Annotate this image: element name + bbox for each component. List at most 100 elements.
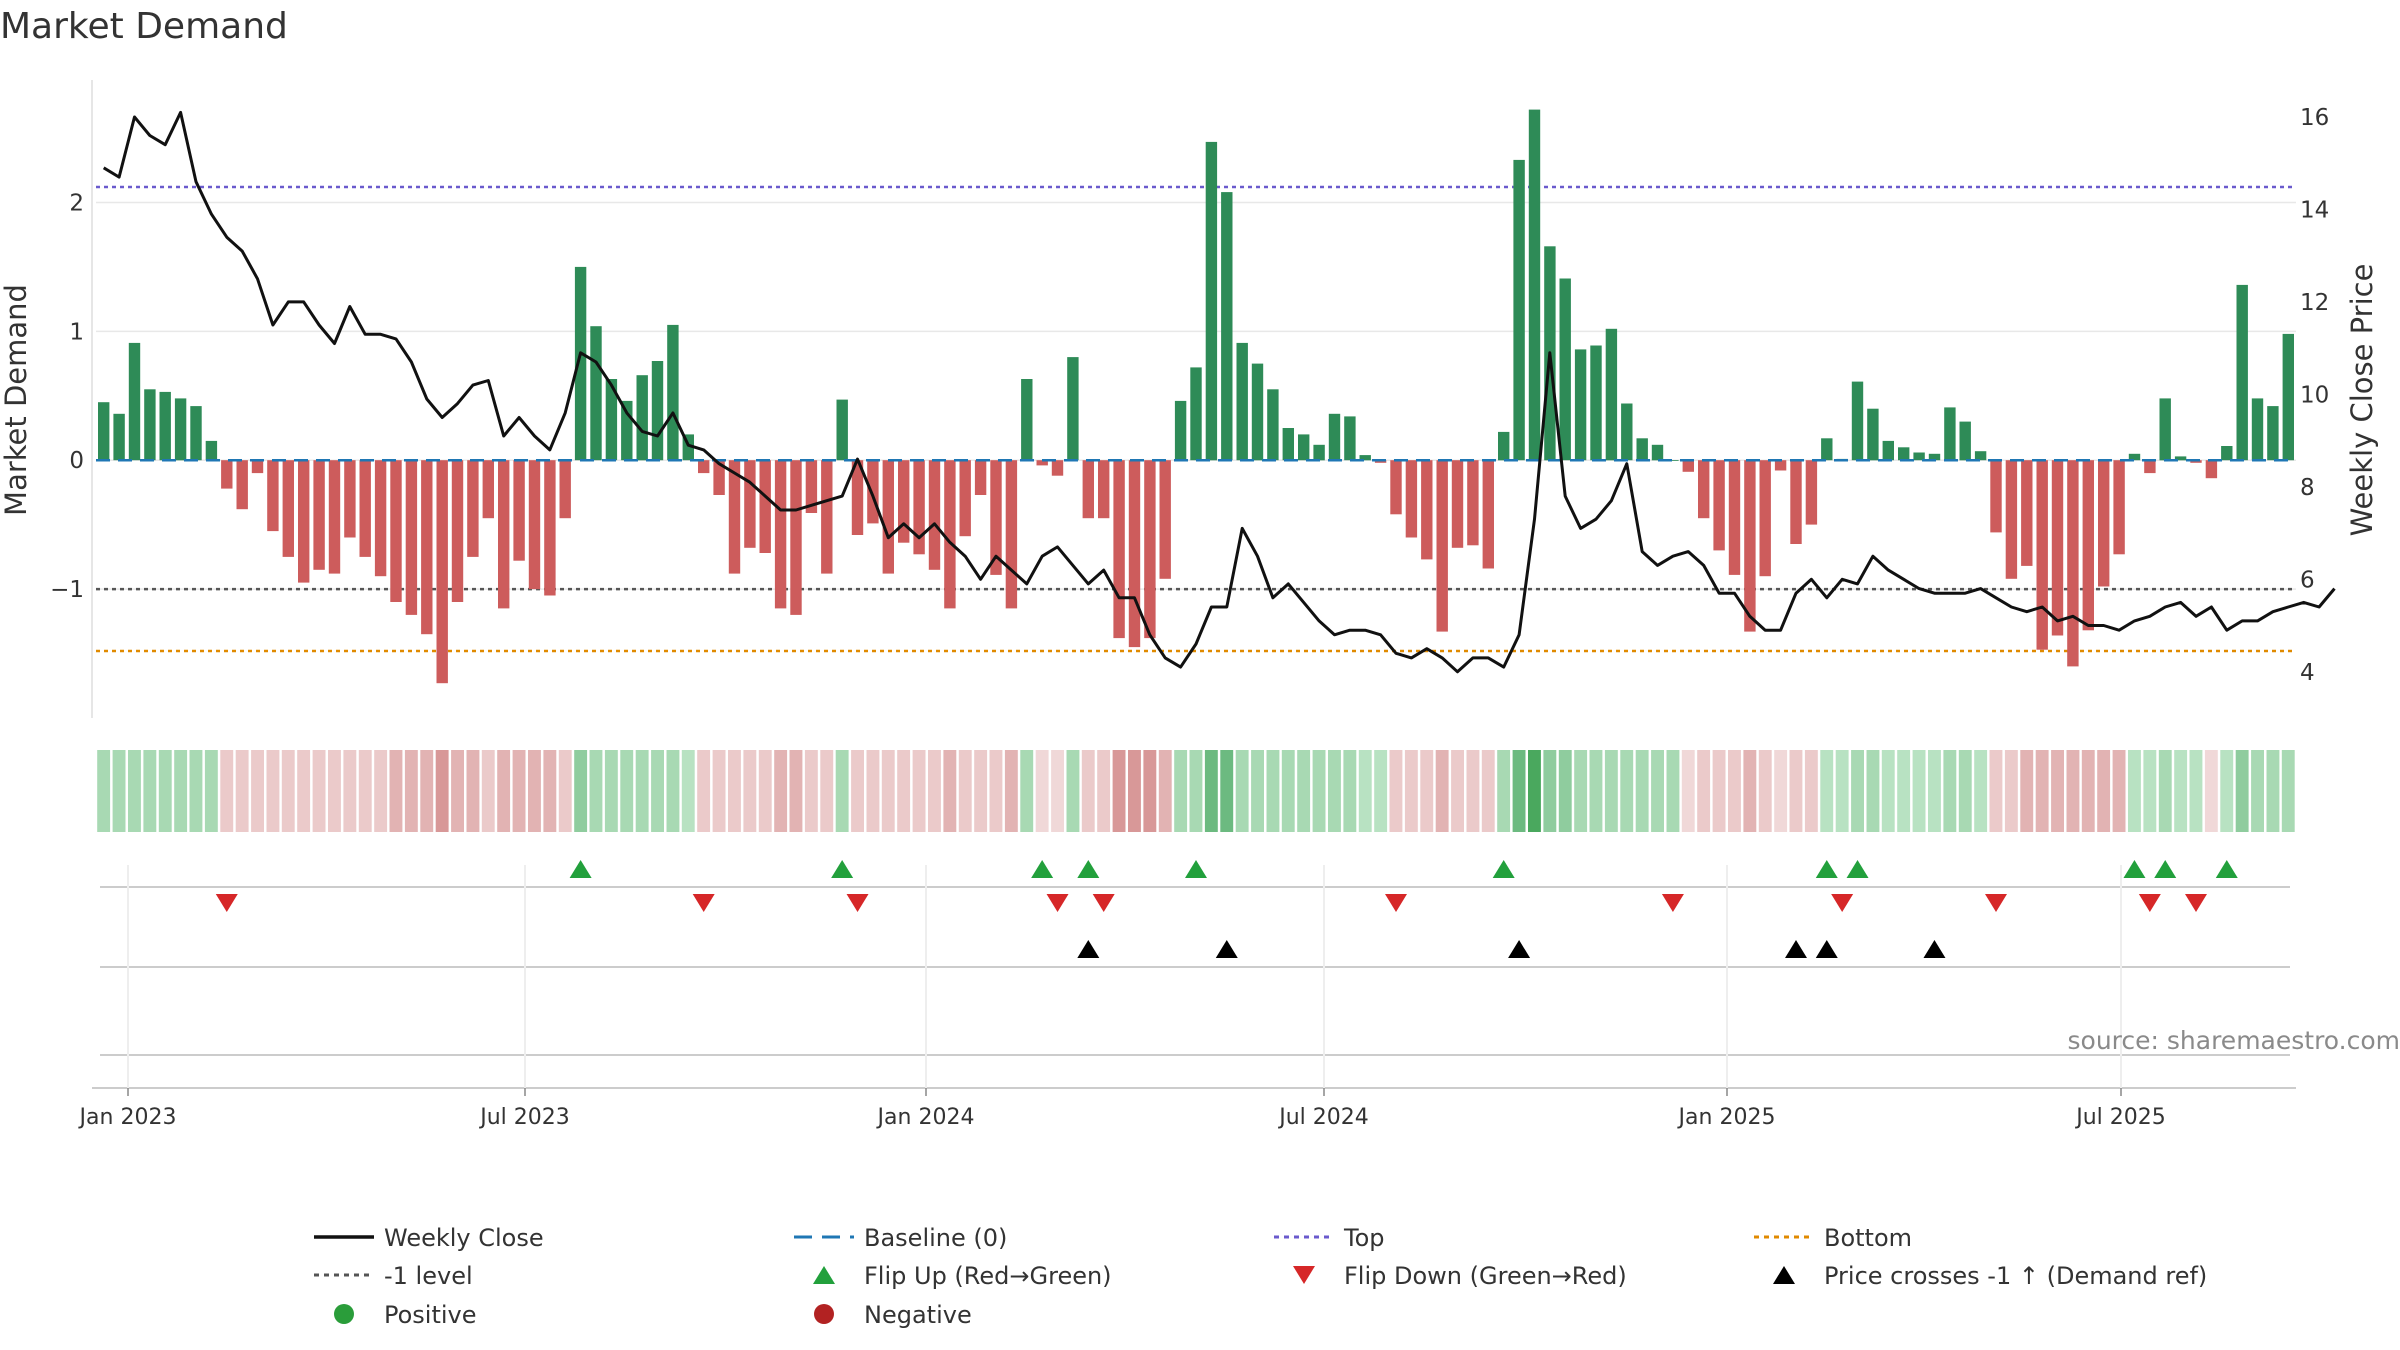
demand-bar	[2005, 460, 2018, 579]
demand-bar	[528, 460, 541, 590]
shading-cell	[758, 750, 772, 832]
demand-bar	[2144, 460, 2156, 474]
demand-bar	[544, 460, 556, 596]
demand-bar	[2205, 460, 2218, 479]
legend-item: Bottom	[1754, 1224, 1912, 1252]
price-cross-marker	[1508, 940, 1531, 958]
shading-cell	[1435, 750, 1449, 832]
shading-cell	[404, 750, 418, 832]
shading-cell	[1558, 750, 1572, 832]
shading-cell	[912, 750, 926, 832]
shading-cell	[451, 750, 464, 832]
legend-label: Flip Up (Red→Green)	[864, 1262, 1112, 1290]
legend-item: -1 level	[314, 1262, 473, 1290]
demand-bar	[1082, 460, 1094, 519]
flip-down-marker	[2185, 894, 2207, 912]
demand-bar	[1328, 413, 1341, 461]
shading-cell	[1112, 750, 1126, 832]
shading-cell	[681, 750, 695, 832]
y-left-tick-label: 1	[69, 319, 84, 345]
shading-cell	[1420, 750, 1434, 832]
demand-bar	[1005, 460, 1018, 609]
shading-cell	[297, 750, 311, 832]
shading-cell	[1189, 750, 1203, 832]
demand-bar	[1174, 400, 1187, 461]
shading-cell	[528, 750, 541, 832]
demand-bar	[467, 460, 479, 557]
y-left-tick-label: 2	[69, 190, 84, 216]
shading-cell	[497, 750, 511, 832]
demand-bar	[1513, 159, 1525, 461]
shading-cell	[1404, 750, 1418, 832]
shading-cell	[1989, 750, 2003, 832]
shading-cell	[1866, 750, 1880, 832]
demand-bar	[2221, 446, 2233, 461]
shading-cell	[1512, 750, 1526, 832]
demand-bar	[1682, 460, 1694, 472]
legend-label: Bottom	[1824, 1224, 1912, 1252]
shading-cell	[1158, 750, 1172, 832]
y-right-tick-label: 8	[2300, 475, 2315, 501]
shading-cell	[543, 750, 557, 832]
shading-cell	[2051, 750, 2064, 832]
demand-bar	[882, 460, 894, 574]
y-axis-right-label: Weekly Close Price	[2345, 264, 2379, 537]
demand-bar	[990, 460, 1002, 575]
shading-cell	[2143, 750, 2157, 832]
legend-label: Baseline (0)	[864, 1224, 1007, 1252]
shading-cell	[158, 750, 172, 832]
shading-cell	[789, 750, 803, 832]
shading-cell	[1666, 750, 1680, 832]
shading-cell	[1343, 750, 1357, 832]
flip-down-marker	[2138, 894, 2161, 912]
demand-bar	[605, 379, 618, 461]
shading-cell	[1912, 750, 1926, 832]
price-cross-marker	[1923, 940, 1946, 958]
x-tick-label: Jul 2025	[2074, 1105, 2166, 1130]
y-right-tick-label: 4	[2300, 660, 2315, 686]
shading-cell	[1204, 750, 1218, 832]
shading-cell	[1328, 750, 1341, 832]
demand-bar	[1774, 460, 1787, 471]
demand-bar	[1374, 460, 1387, 463]
y-left-tick-label: 0	[69, 448, 84, 474]
shading-cell	[2266, 750, 2280, 832]
demand-bar	[898, 460, 910, 543]
shading-cell	[1220, 750, 1234, 832]
demand-bar	[2098, 460, 2110, 587]
flip-up-marker	[831, 860, 854, 878]
flip-down-marker	[1046, 894, 1069, 912]
demand-bar	[1036, 460, 1048, 466]
demand-bar	[1021, 379, 1033, 461]
demand-bar	[2190, 460, 2202, 463]
shading-strip	[97, 750, 2295, 832]
demand-bar	[421, 460, 433, 635]
x-axis: Jan 2023 Jul 2023 Jan 2024 Jul 2024 Jan 2025…	[78, 865, 2296, 1130]
demand-bar	[759, 460, 771, 553]
price-cross-marker	[1815, 940, 1838, 958]
flip-down-marker	[215, 894, 238, 912]
legend-item: Negative	[814, 1301, 972, 1329]
shading-cell	[512, 750, 526, 832]
shading-cell	[1266, 750, 1280, 832]
demand-bar	[1359, 455, 1371, 461]
legend-label: Positive	[384, 1301, 477, 1329]
demand-bar	[2174, 456, 2187, 461]
shading-cell	[358, 750, 372, 832]
demand-bar	[1467, 460, 1479, 546]
x-tick-label: Jan 2024	[876, 1105, 975, 1130]
shading-cell	[881, 750, 895, 832]
flip-down-marker	[692, 894, 715, 912]
shading-cell	[1943, 750, 1957, 832]
shading-cell	[2112, 750, 2126, 832]
demand-bar	[1913, 452, 1925, 461]
shading-cell	[1758, 750, 1772, 832]
shading-cell	[1651, 750, 1664, 832]
legend-label: Negative	[864, 1301, 972, 1329]
demand-bar	[1528, 109, 1541, 461]
demand-bar	[374, 460, 387, 577]
demand-bar	[2036, 460, 2048, 650]
shading-cell	[1297, 750, 1311, 832]
demand-bar	[698, 460, 710, 474]
demand-bar	[1236, 342, 1248, 461]
